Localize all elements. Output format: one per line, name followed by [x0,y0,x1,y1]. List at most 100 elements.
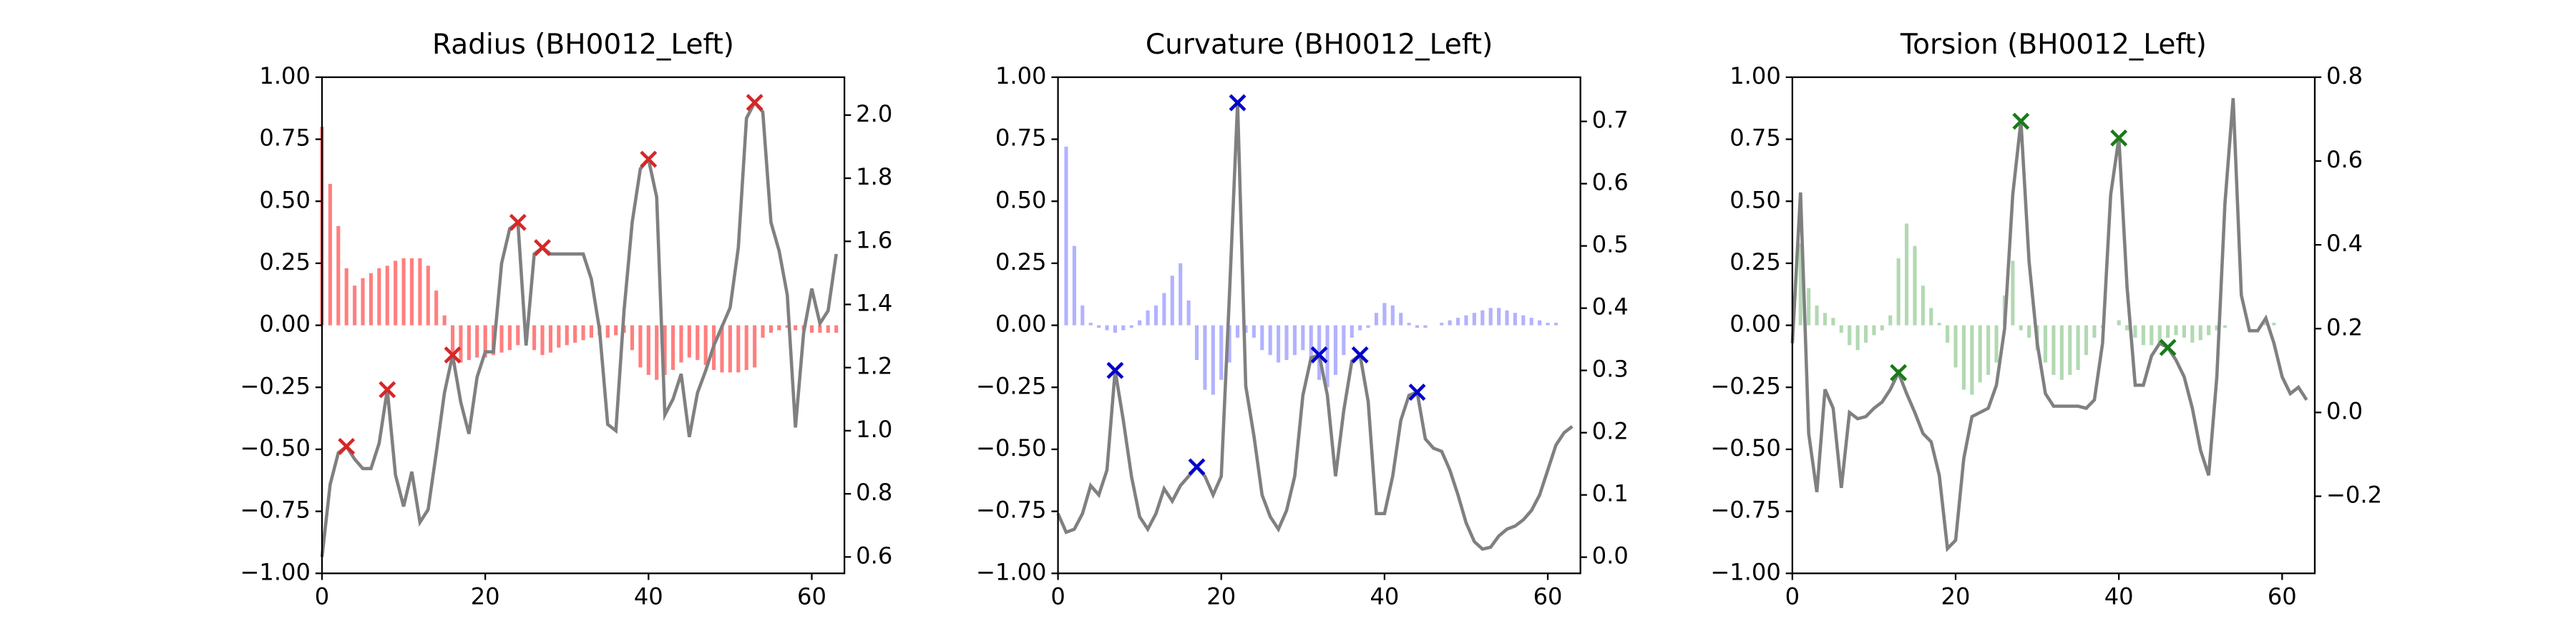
bar [1219,325,1224,380]
bar [2223,325,2228,328]
y-tick-label: −0.75 [240,497,310,524]
bar [1113,325,1117,333]
peak-marker [379,381,396,399]
bar [426,265,430,326]
bar [409,258,414,326]
y2-tick-label: 0.5 [1592,231,1629,258]
bar [1798,243,1802,326]
bar [2207,325,2211,336]
y2-tick-label: 0.2 [1592,418,1629,445]
marker-stroke [1890,364,1908,381]
bar [1138,320,1142,326]
y2-tick-label: 0.4 [2326,230,2363,257]
marker-stroke [1310,346,1328,364]
bar [548,325,552,353]
bar [1170,275,1174,326]
bar [1097,325,1101,328]
bar [1244,325,1248,333]
bar [1986,325,1991,375]
bar [1146,310,1150,326]
bar [818,325,822,333]
bar [1153,305,1158,326]
bar [2068,325,2072,375]
bar [1497,308,1501,326]
bar [557,325,561,348]
peak-marker [338,438,356,455]
y2-tick-label: 1.4 [856,289,892,316]
y2-tick-label: 1.8 [856,163,892,190]
bar [1390,305,1395,326]
y-tick-label: −0.25 [1710,372,1780,399]
bar [1284,325,1289,361]
bar [434,291,439,326]
y-tick-label: 0.75 [995,125,1047,152]
bar [328,183,332,326]
bar [459,325,463,363]
y2-tick-label: 2.0 [856,100,892,127]
x-tick-label: 40 [1370,583,1399,610]
chart-title: Torsion (BH0012_Left) [1900,29,2207,61]
bar [753,325,757,368]
bar [573,325,577,343]
bar [2141,325,2145,346]
y-tick-label: −1.00 [240,558,310,585]
bar [442,315,447,326]
bar [2190,325,2195,343]
peak-marker [444,346,462,364]
bar [1448,320,1452,326]
bar [361,278,365,326]
bar [2272,323,2276,326]
x-tick-label: 0 [1785,583,1800,610]
peak-marker [2012,112,2030,130]
peak-marker [2110,129,2128,147]
bar [696,325,700,361]
bar [1105,325,1109,331]
bar [2043,325,2048,363]
bar [1423,325,1428,328]
y2-tick-label: 0.4 [1592,293,1629,321]
y-tick-label: 0.75 [259,125,311,152]
bar [744,325,748,370]
bar [1080,305,1085,326]
bar [1913,245,1917,326]
bar [794,325,798,331]
bar [1904,223,1909,326]
bar [344,268,348,326]
bar [2198,325,2202,341]
bar [1064,146,1068,326]
bar [1366,325,1370,328]
bar [2084,325,2089,356]
bar [646,325,650,375]
bar [540,325,545,356]
bar [401,258,406,326]
bar [1252,325,1256,338]
peak-marker [1408,384,1426,401]
panel: Radius (BH0012_Left) 0 20 40 60 −1.00 −0.75 −0.… [240,29,892,610]
bar [834,325,839,333]
bar [1309,325,1313,363]
x-tick-label: 0 [1050,583,1065,610]
x-tick-label: 60 [1533,583,1563,610]
y-tick-label: 0.25 [1729,248,1781,275]
bar [507,325,512,351]
y-tick-label: 0.00 [1729,311,1781,338]
bar [1937,323,1941,326]
y2-tick-label: 1.2 [856,353,892,380]
marker-stroke [509,213,527,231]
bar [777,325,781,331]
x-tick-label: 20 [1941,583,1971,610]
y-tick-label: 0.00 [259,311,311,338]
bar [728,325,732,373]
marker-stroke [2159,338,2177,356]
y2-tick-label: 0.2 [2326,313,2363,341]
y-tick-label: −1.00 [1710,558,1780,585]
y-tick-label: −0.25 [240,372,310,399]
marker-stroke [640,150,658,168]
bar [720,325,724,373]
bar [679,325,683,363]
y-tick-label: 0.50 [1729,186,1781,213]
marker-stroke [2110,129,2128,147]
bar [663,325,667,375]
bar [385,265,389,326]
bar [1325,325,1330,388]
